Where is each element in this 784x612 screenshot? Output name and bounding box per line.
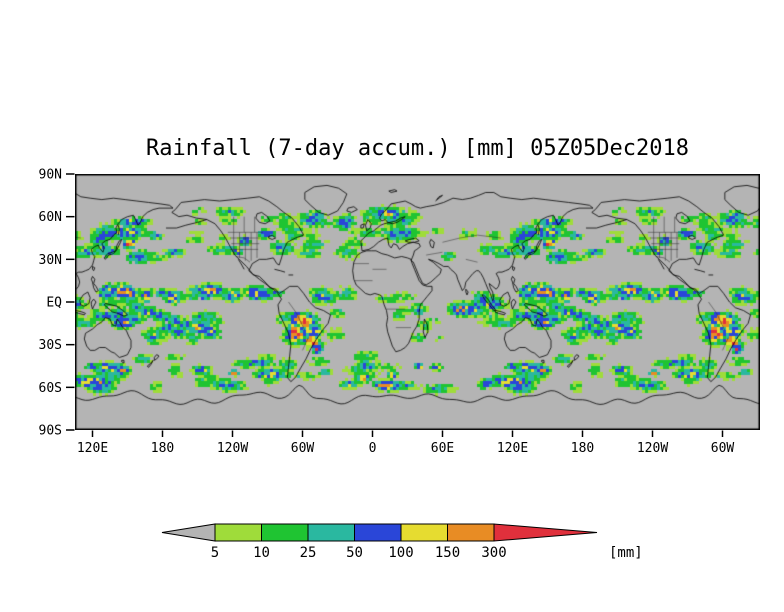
world-rainfall-map <box>75 174 760 430</box>
colorbar-segment <box>307 523 355 542</box>
lat-tick-label: EQ <box>46 296 62 311</box>
colorbar-tick-label: 100 <box>388 545 413 561</box>
lon-tick-label: 60W <box>291 441 315 456</box>
lon-tick-label: 120E <box>77 441 108 456</box>
colorbar-segment <box>214 523 262 542</box>
colorbar-tick-label: 300 <box>481 545 506 561</box>
colorbar-tick-label: 25 <box>300 545 317 561</box>
lon-tick-label: 180 <box>151 441 174 456</box>
colorbar-tick-label: 50 <box>346 545 363 561</box>
lon-tick-label: 60E <box>431 441 454 456</box>
colorbar-segment <box>400 523 448 542</box>
colorbar-segment <box>447 523 495 542</box>
lat-tick-label: 90N <box>39 168 62 183</box>
colorbar-unit-label: [mm] <box>609 545 643 561</box>
lat-tick-label: 60N <box>39 210 62 225</box>
lon-tick-label: 0 <box>369 441 377 456</box>
colorbar-tick-label: 5 <box>211 545 219 561</box>
lat-tick-label: 90S <box>39 424 62 439</box>
lon-tick-label: 120E <box>497 441 528 456</box>
lon-tick-label: 120W <box>637 441 668 456</box>
lat-tick-label: 60S <box>39 381 62 396</box>
colorbar-segment <box>261 523 309 542</box>
figure-title: Rainfall (7-day accum.) [mm] 05Z05Dec201… <box>145 136 690 161</box>
colorbar-tick-label: 150 <box>435 545 460 561</box>
lat-tick-label: 30S <box>39 338 62 353</box>
colorbar-right-arrow <box>493 523 598 542</box>
colorbar-segment <box>354 523 402 542</box>
lat-tick-label: 30N <box>39 253 62 268</box>
lon-tick-label: 180 <box>571 441 594 456</box>
lon-tick-label: 60W <box>711 441 735 456</box>
colorbar-tick-label: 10 <box>253 545 270 561</box>
lon-tick-label: 120W <box>217 441 248 456</box>
colorbar-left-arrow <box>161 523 216 542</box>
